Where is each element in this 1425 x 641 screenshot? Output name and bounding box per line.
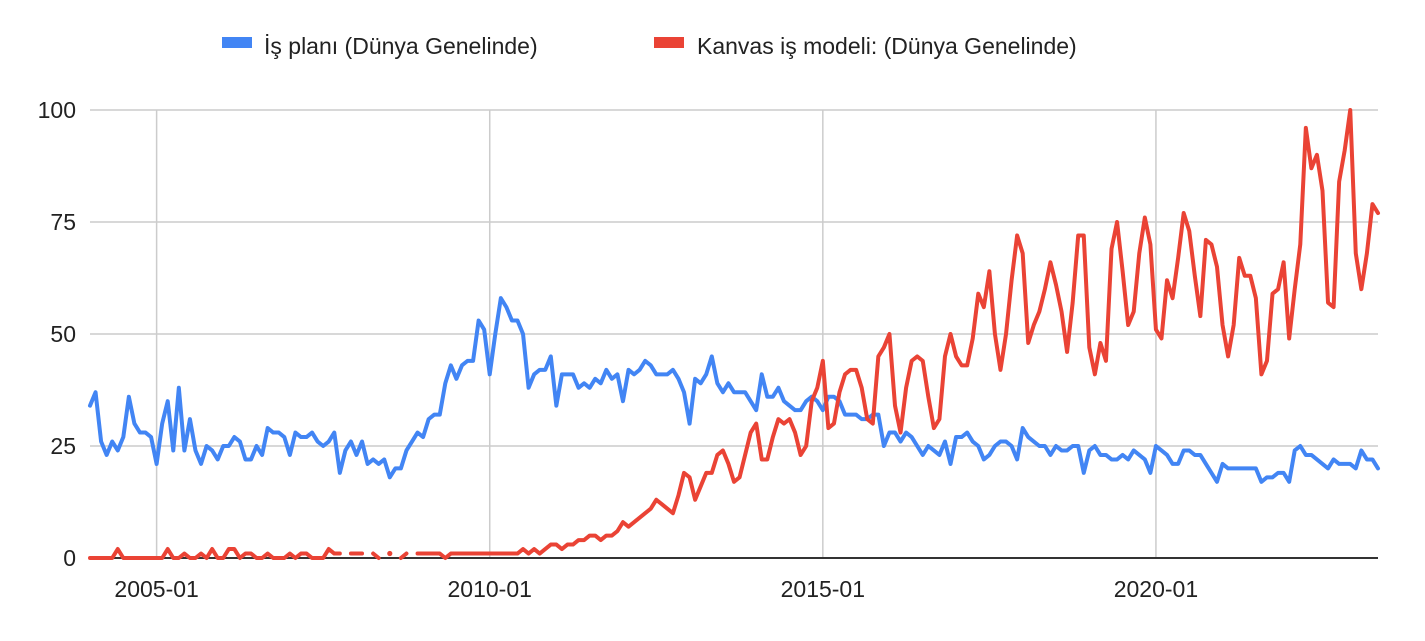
legend-label-kanvas-is-modeli: Kanvas iş modeli: (Dünya Genelinde) xyxy=(697,33,1077,59)
y-tick-label: 50 xyxy=(50,321,76,347)
y-tick-label: 0 xyxy=(63,545,76,571)
series-segment xyxy=(88,296,1380,484)
y-tick-label: 25 xyxy=(50,433,76,459)
legend: İş planı (Dünya Genelinde) Kanvas iş mod… xyxy=(222,33,1077,59)
series-0-line xyxy=(88,296,1380,484)
legend-swatch-kanvas-is-modeli xyxy=(654,37,684,48)
y-axis: 0 25 50 75 100 xyxy=(38,97,76,571)
legend-label-is-plani: İş planı (Dünya Genelinde) xyxy=(264,33,538,59)
series-segment xyxy=(398,551,409,560)
y-tick-label: 100 xyxy=(38,97,76,123)
gridlines xyxy=(90,109,1378,558)
y-tick-label: 75 xyxy=(50,209,76,235)
x-tick-label: 2005-01 xyxy=(114,576,198,602)
series-layer xyxy=(88,108,1380,560)
series-segment xyxy=(371,551,381,560)
series-1-line xyxy=(88,108,1380,560)
x-tick-label: 2020-01 xyxy=(1114,576,1198,602)
x-axis: 2005-01 2010-01 2015-01 2020-01 xyxy=(90,557,1378,602)
x-tick-label: 2015-01 xyxy=(781,576,865,602)
series-segment xyxy=(88,547,342,560)
series-point xyxy=(387,550,393,557)
x-tick-label: 2010-01 xyxy=(448,576,532,602)
legend-swatch-is-plani xyxy=(222,37,252,48)
series-segment xyxy=(415,108,1380,560)
